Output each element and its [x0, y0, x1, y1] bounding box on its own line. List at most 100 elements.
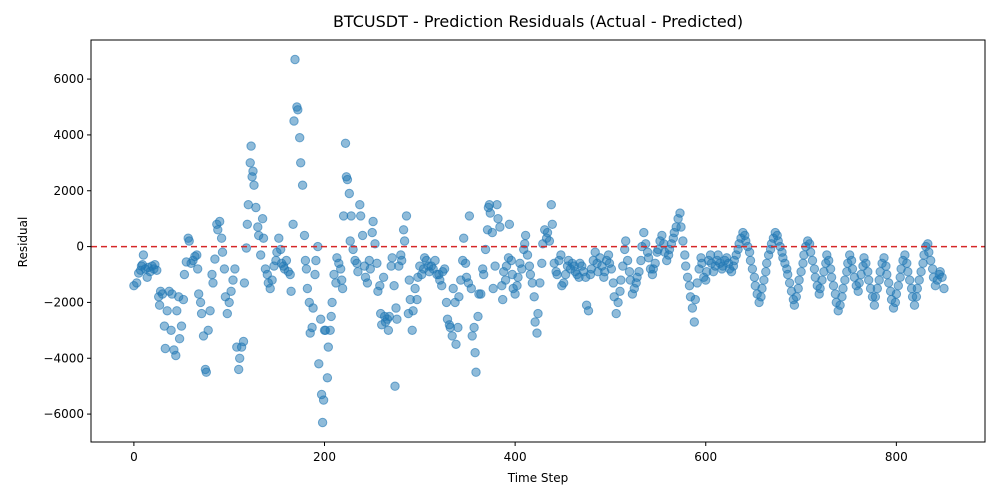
data-point	[471, 367, 481, 377]
data-point	[759, 275, 769, 285]
data-point	[513, 272, 523, 282]
data-point	[448, 283, 458, 294]
data-point	[219, 264, 230, 274]
data-point	[404, 275, 414, 285]
data-point	[437, 281, 447, 291]
data-point	[207, 269, 217, 280]
data-point	[195, 297, 206, 308]
data-point	[201, 367, 212, 377]
data-point	[622, 255, 633, 266]
data-point	[884, 278, 894, 288]
data-point	[368, 216, 378, 227]
data-point	[301, 264, 312, 274]
data-point	[783, 269, 793, 280]
data-point	[213, 225, 223, 235]
data-point	[293, 105, 303, 115]
data-point	[288, 219, 298, 230]
data-point	[300, 255, 311, 266]
data-point	[793, 283, 803, 294]
data-point	[870, 292, 881, 302]
y-tick-label: −4000	[43, 351, 84, 365]
data-point	[447, 331, 457, 341]
data-point	[488, 283, 498, 294]
data-point	[192, 250, 202, 260]
data-point	[235, 353, 245, 363]
data-point	[914, 275, 924, 285]
data-point	[615, 286, 625, 296]
data-point	[676, 222, 686, 232]
y-tick-label: 6000	[53, 72, 84, 86]
y-axis-ticks: −6000 −4000 −2000 0 2000 4000 6000	[43, 72, 91, 421]
data-point	[407, 325, 417, 335]
data-point	[176, 321, 187, 331]
data-point	[317, 417, 328, 428]
data-point	[239, 278, 250, 288]
data-point	[926, 255, 936, 266]
data-point	[912, 283, 922, 294]
data-point	[846, 255, 857, 266]
data-point	[245, 158, 255, 168]
data-point	[789, 300, 800, 310]
data-point	[909, 300, 920, 310]
data-point	[824, 255, 834, 266]
data-point	[838, 283, 848, 294]
y-axis-label: Residual	[16, 217, 30, 268]
data-point	[547, 219, 557, 230]
data-point	[196, 308, 207, 319]
data-point	[616, 275, 626, 285]
data-point	[224, 297, 234, 308]
data-point	[487, 227, 497, 238]
data-point	[636, 255, 646, 266]
data-point	[657, 230, 667, 241]
data-point	[559, 278, 569, 288]
data-point	[937, 272, 947, 282]
data-point	[544, 236, 555, 246]
data-point	[159, 321, 170, 331]
data-point	[532, 328, 542, 338]
data-point	[510, 289, 520, 299]
data-point	[285, 269, 295, 280]
data-point	[391, 303, 401, 313]
data-point	[430, 255, 440, 266]
data-point	[828, 281, 839, 291]
data-point	[249, 180, 259, 190]
data-point	[295, 133, 305, 143]
data-point	[682, 272, 693, 282]
data-point	[817, 275, 827, 285]
data-point	[378, 272, 389, 282]
data-point	[460, 258, 471, 268]
data-point	[687, 303, 698, 313]
x-tick-label: 200	[313, 450, 336, 464]
data-point	[353, 267, 363, 277]
data-point	[650, 258, 660, 268]
data-point	[318, 395, 329, 405]
data-point	[911, 292, 922, 302]
data-point	[893, 281, 903, 291]
data-point	[639, 227, 649, 238]
data-point	[274, 233, 284, 243]
data-point	[853, 286, 863, 296]
data-point	[302, 283, 313, 294]
data-point	[228, 275, 238, 285]
data-point	[918, 258, 928, 268]
data-point	[556, 250, 566, 260]
data-point	[154, 300, 165, 310]
data-point	[401, 211, 412, 221]
data-point	[864, 275, 874, 285]
data-point	[179, 269, 190, 280]
y-tick-label: 2000	[53, 184, 84, 198]
data-point	[162, 306, 172, 316]
x-tick-label: 800	[885, 450, 908, 464]
data-point	[265, 283, 275, 294]
data-point	[902, 258, 912, 268]
data-point	[238, 336, 249, 347]
data-point	[290, 54, 300, 65]
data-point	[441, 297, 452, 308]
data-point	[367, 227, 377, 238]
data-point	[326, 311, 336, 322]
data-point	[470, 348, 480, 358]
data-point	[216, 233, 227, 243]
data-point	[316, 314, 326, 324]
data-point	[690, 294, 700, 305]
data-point	[634, 267, 644, 277]
